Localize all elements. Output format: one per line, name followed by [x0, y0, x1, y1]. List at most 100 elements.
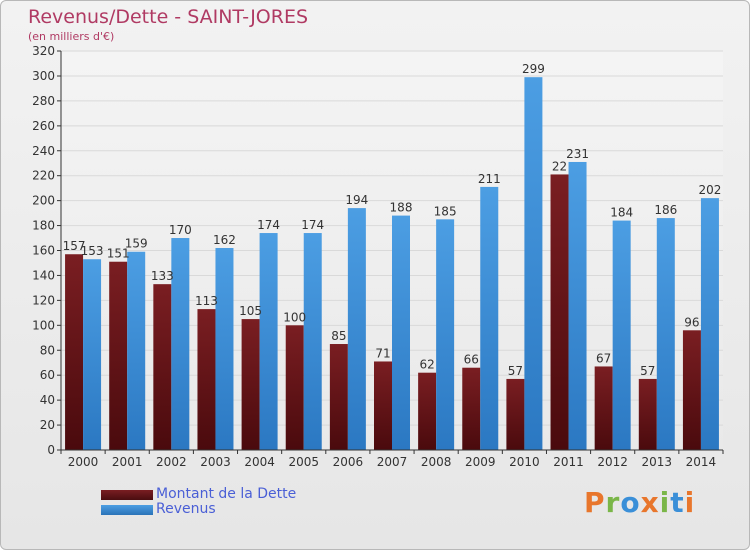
- y-tick-label: 320: [32, 44, 55, 58]
- revenus-value-label: 186: [654, 203, 677, 217]
- revenus-value-label: 188: [390, 201, 413, 215]
- dette-bar: [374, 361, 392, 450]
- dette-bar: [550, 174, 569, 451]
- dette-bar: [65, 254, 84, 450]
- x-tick-label: 2008: [421, 455, 452, 469]
- dette-value-label: 66: [464, 353, 479, 367]
- y-tick-label: 160: [32, 244, 55, 258]
- y-tick-label: 60: [40, 368, 55, 382]
- dette-value-label: 151: [107, 247, 130, 261]
- revenus-bar: [215, 248, 234, 450]
- dette-bar: [594, 366, 613, 450]
- dette-value-label: 100: [283, 310, 306, 324]
- dette-bar: [285, 325, 304, 450]
- revenus-value-label: 170: [169, 223, 192, 237]
- x-tick-label: 2010: [509, 455, 540, 469]
- dette-bar: [329, 344, 348, 450]
- revenus-bar: [524, 77, 543, 450]
- x-tick-label: 2011: [553, 455, 584, 469]
- legend-swatch-dette: [101, 490, 153, 500]
- dette-bar: [197, 309, 216, 450]
- x-tick-label: 2004: [244, 455, 275, 469]
- dette-value-label: 157: [63, 239, 86, 253]
- y-tick-label: 280: [32, 94, 55, 108]
- revenus-value-label: 231: [566, 147, 589, 161]
- dette-value-label: 57: [508, 364, 523, 378]
- y-tick-label: 220: [32, 169, 55, 183]
- revenus-value-label: 162: [213, 233, 236, 247]
- revenus-value-label: 211: [478, 172, 501, 186]
- revenus-bar: [392, 215, 410, 450]
- revenus-value-label: 153: [81, 244, 104, 258]
- revenus-value-label: 184: [610, 206, 633, 220]
- revenus-bar: [171, 238, 190, 450]
- dette-bar: [638, 378, 657, 450]
- x-tick-label: 2009: [465, 455, 496, 469]
- y-tick-label: 180: [32, 219, 55, 233]
- dette-value-label: 71: [375, 346, 390, 360]
- x-tick-label: 2003: [200, 455, 231, 469]
- dette-bar: [462, 367, 481, 450]
- x-tick-label: 2001: [112, 455, 143, 469]
- revenus-value-label: 174: [257, 218, 280, 232]
- y-tick-label: 20: [40, 418, 55, 432]
- y-tick-label: 40: [40, 393, 55, 407]
- y-tick-label: 200: [32, 194, 55, 208]
- revenus-bar: [347, 208, 366, 450]
- revenus-value-label: 185: [434, 204, 457, 218]
- revenus-value-label: 202: [698, 183, 721, 197]
- revenus-bar: [303, 233, 322, 450]
- y-tick-label: 100: [32, 318, 55, 332]
- y-tick-label: 120: [32, 293, 55, 307]
- y-tick-label: 240: [32, 144, 55, 158]
- revenus-bar: [259, 233, 278, 450]
- chart-subtitle: (en milliers d'€): [28, 30, 115, 43]
- revenus-value-label: 194: [345, 193, 368, 207]
- dette-bar: [109, 261, 128, 450]
- revenus-bar: [656, 218, 675, 450]
- dette-value-label: 67: [596, 351, 611, 365]
- x-tick-label: 2002: [156, 455, 187, 469]
- dette-value-label: 133: [151, 269, 174, 283]
- x-tick-label: 2005: [288, 455, 319, 469]
- dette-bar: [418, 372, 437, 450]
- proxiti-logo: Proxiti: [584, 486, 696, 519]
- y-tick-label: 80: [40, 343, 55, 357]
- revenus-bar: [568, 161, 587, 451]
- x-tick-label: 2014: [686, 455, 717, 469]
- revenus-value-label: 174: [301, 218, 324, 232]
- x-tick-label: 2007: [377, 455, 408, 469]
- dette-bar: [153, 284, 172, 450]
- y-tick-label: 0: [47, 443, 55, 457]
- dette-value-label: 57: [640, 364, 655, 378]
- x-tick-label: 2012: [597, 455, 628, 469]
- dette-bar: [682, 330, 701, 450]
- legend-label-revenus: Revenus: [156, 501, 216, 517]
- revenus-value-label: 159: [125, 237, 148, 251]
- revenus-bar: [480, 186, 499, 451]
- x-tick-label: 2013: [642, 455, 673, 469]
- revenus-value-label: 299: [522, 62, 545, 76]
- dette-value-label: 113: [195, 294, 218, 308]
- y-tick-label: 260: [32, 119, 55, 133]
- dette-value-label: 96: [684, 315, 699, 329]
- y-tick-label: 140: [32, 268, 55, 282]
- dette-value-label: 22: [552, 159, 567, 173]
- legend-swatch-revenus: [101, 505, 153, 515]
- dette-value-label: 105: [239, 304, 262, 318]
- chart-title: Revenus/Dette - SAINT-JORES: [28, 6, 309, 28]
- y-tick-label: 300: [32, 69, 55, 83]
- dette-bar: [241, 319, 260, 450]
- legend-label-dette: Montant de la Dette: [156, 486, 297, 502]
- revenus-bar: [436, 219, 455, 450]
- revenus-bar: [83, 259, 102, 450]
- dette-value-label: 62: [419, 358, 434, 372]
- revenus-bar: [612, 220, 631, 450]
- dette-value-label: 85: [331, 329, 346, 343]
- revenus-bar: [127, 251, 146, 450]
- x-tick-label: 2006: [333, 455, 364, 469]
- revenus-bar: [700, 198, 719, 450]
- dette-bar: [506, 378, 525, 450]
